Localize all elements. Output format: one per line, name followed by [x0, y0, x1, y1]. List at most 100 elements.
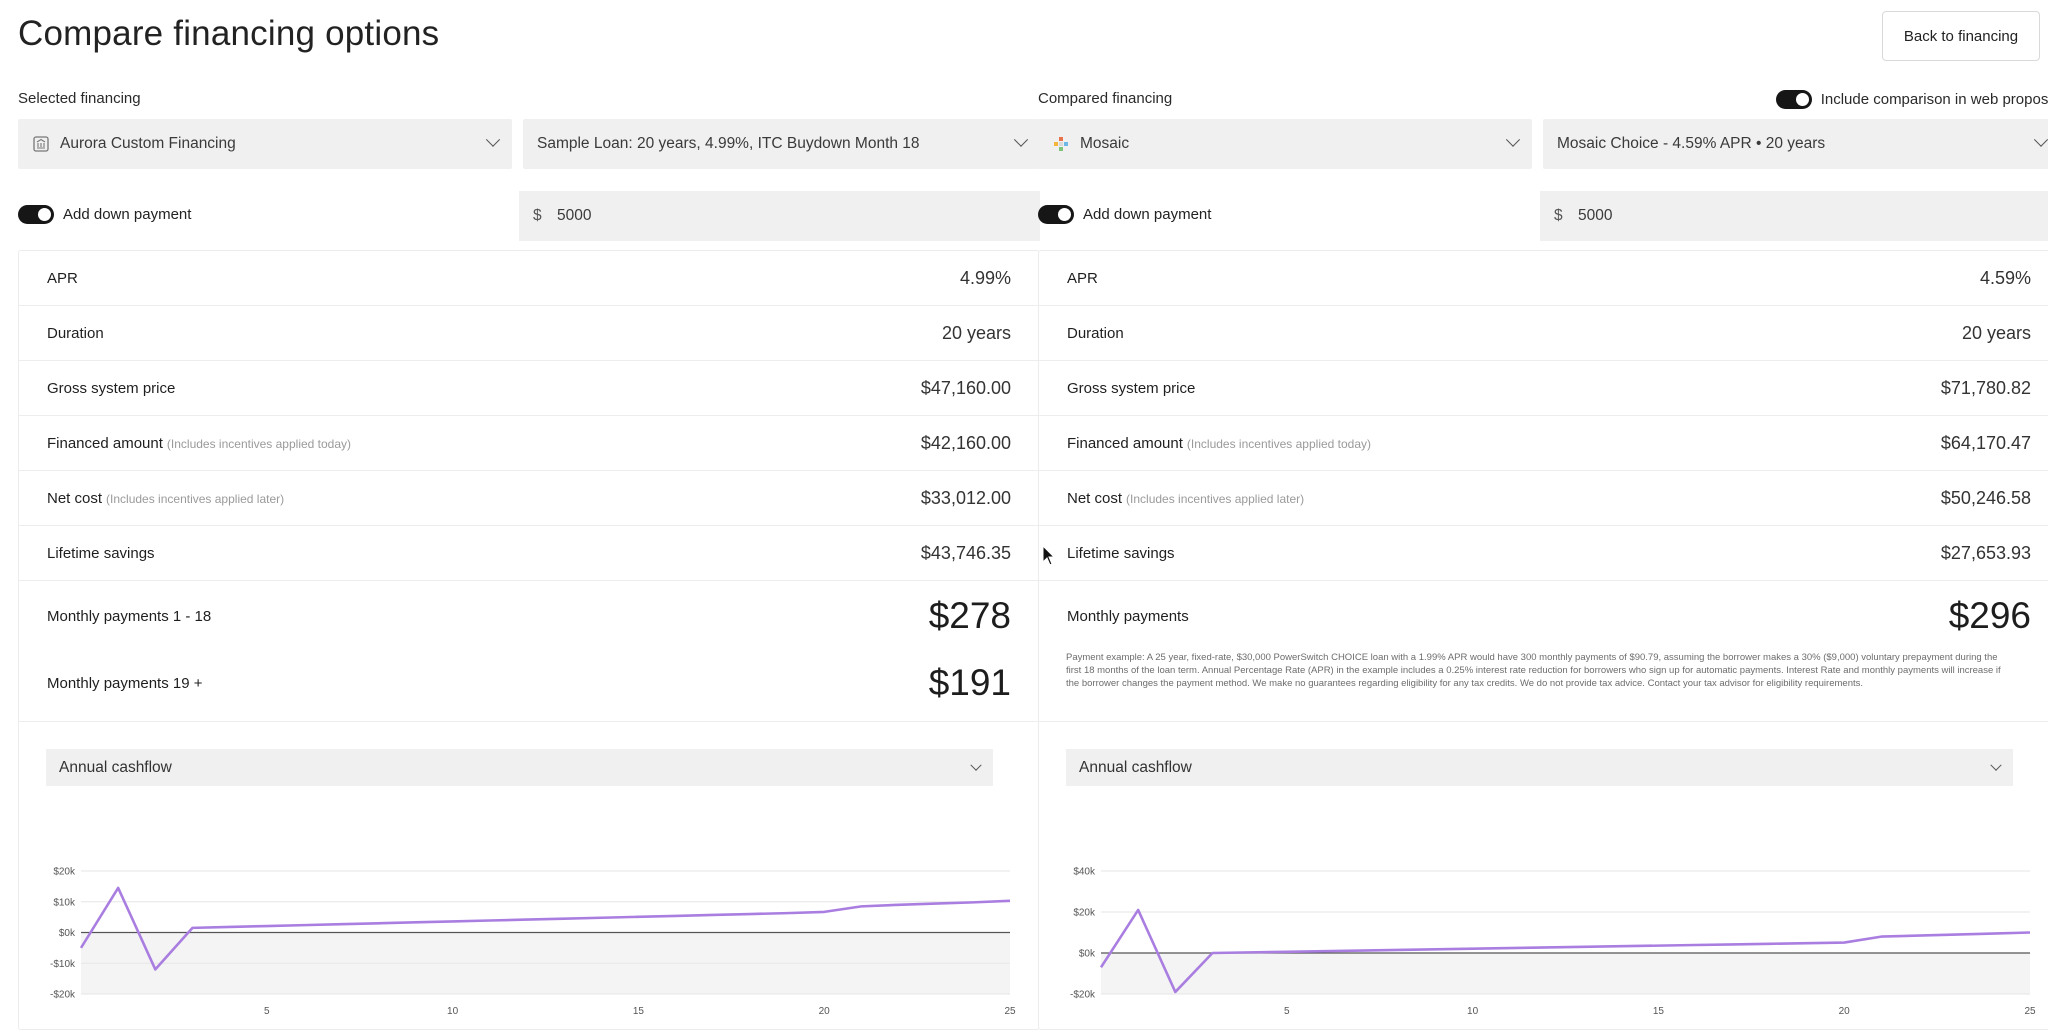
- divider: [19, 721, 1039, 722]
- chevron-down-icon: [485, 132, 501, 147]
- summary-row-gross-price: Gross system price $47,160.00: [19, 361, 1039, 416]
- row-value: $33,012.00: [920, 487, 1011, 508]
- summary-row-duration: Duration 20 years: [19, 306, 1039, 361]
- row-label: Duration: [47, 324, 104, 342]
- include-comparison-label: Include comparison in web proposal: [1820, 91, 2048, 108]
- cashflow-series-line: [1099, 908, 2031, 994]
- loan-select[interactable]: Mosaic Choice - 4.59% APR • 20 years: [1543, 119, 2048, 169]
- summary-row-net-cost: Net cost (Includes incentives applied lat…: [1039, 471, 2048, 526]
- annual-cashflow-select[interactable]: Annual cashflow: [1066, 749, 2013, 786]
- y-tick-label: $0k: [1079, 949, 1096, 960]
- monthly-payment-label: Monthly payments 19 +: [47, 674, 203, 692]
- chevron-down-icon: [1990, 759, 2002, 771]
- x-tick-label: 20: [1839, 1006, 1851, 1017]
- down-payment-label: Add down payment: [1083, 206, 1212, 223]
- y-tick-label: $10k: [53, 897, 76, 908]
- selected-financing-column: Selected financing Aurora Custom Financi…: [18, 0, 1040, 1031]
- monthly-payment-label: Monthly payments 1 - 18: [47, 607, 212, 625]
- y-tick-label: $20k: [53, 867, 76, 878]
- down-payment-value: 5000: [1578, 207, 1613, 224]
- monthly-payment-row: Monthly payments 19 + $191: [19, 658, 1039, 708]
- provider-select-value: Aurora Custom Financing: [60, 135, 236, 152]
- x-tick-label: 5: [264, 1006, 270, 1017]
- x-tick-label: 25: [1004, 1006, 1016, 1017]
- summary-row-gross-price: Gross system price $71,780.82: [1039, 361, 2048, 416]
- row-value: $27,653.93: [1940, 542, 2031, 563]
- provider-select[interactable]: Aurora Custom Financing: [18, 119, 512, 169]
- summary-row-net-cost: Net cost (Includes incentives applied lat…: [19, 471, 1039, 526]
- monthly-payment-label: Monthly payments: [1067, 607, 1189, 625]
- x-tick-label: 15: [633, 1006, 645, 1017]
- include-comparison-toggle[interactable]: [1775, 90, 1812, 109]
- currency-prefix: $: [533, 207, 542, 224]
- row-value: 4.99%: [959, 267, 1011, 288]
- down-payment-label: Add down payment: [63, 206, 192, 223]
- payment-disclaimer: Payment example: A 25 year, fixed-rate, …: [1066, 652, 2001, 689]
- summary-row-apr: APR 4.59%: [1039, 251, 2048, 306]
- financing-summary-card: APR 4.59% Duration 20 years Gross system…: [1038, 250, 2048, 1030]
- x-tick-label: 20: [819, 1006, 831, 1017]
- cashflow-series-line: [79, 886, 1011, 971]
- summary-row-duration: Duration 20 years: [1039, 306, 2048, 361]
- down-payment-toggle[interactable]: [18, 205, 54, 224]
- x-tick-label: 10: [447, 1006, 459, 1017]
- y-tick-label: $0k: [59, 928, 76, 939]
- monthly-payment-value: $278: [928, 595, 1011, 636]
- row-value: $42,160.00: [920, 432, 1011, 453]
- cashflow-select-value: Annual cashflow: [1079, 758, 1192, 776]
- section-label: Compared financing: [1038, 90, 1173, 107]
- provider-select-value: Mosaic: [1080, 135, 1130, 152]
- cashflow-chart-svg: $20k$10k$0k-$10k-$20k510152025Years: [50, 867, 1016, 1018]
- y-tick-label: $40k: [1073, 867, 1096, 878]
- row-value: $43,746.35: [920, 542, 1011, 563]
- row-value: $71,780.82: [1940, 377, 2031, 398]
- annual-cashflow-chart: $40k$20k$0k-$20k510152025Years: [1039, 806, 2048, 1031]
- mouse-cursor-icon: [1042, 545, 1056, 566]
- chevron-down-icon: [1505, 132, 1521, 147]
- row-label: APR: [47, 269, 78, 287]
- row-value: $64,170.47: [1940, 432, 2031, 453]
- row-value: 4.59%: [1979, 267, 2031, 288]
- currency-prefix: $: [1554, 207, 1563, 224]
- row-label: Net cost (Includes incentives applied lat…: [1067, 489, 1305, 507]
- cashflow-select-value: Annual cashflow: [59, 758, 172, 776]
- loan-select-value: Sample Loan: 20 years, 4.99%, ITC Buydow…: [537, 135, 920, 152]
- down-payment-input[interactable]: $ 5000: [519, 191, 1040, 241]
- row-label: Lifetime savings: [47, 544, 155, 562]
- x-tick-label: 10: [1467, 1006, 1479, 1017]
- row-value: 20 years: [941, 322, 1011, 343]
- row-label: Gross system price: [47, 379, 176, 397]
- down-payment-toggle[interactable]: [1038, 205, 1074, 224]
- chevron-down-icon: [1013, 132, 1029, 147]
- loan-select-value: Mosaic Choice - 4.59% APR • 20 years: [1557, 135, 1826, 152]
- cashflow-chart-svg: $40k$20k$0k-$20k510152025Years: [1070, 867, 2036, 1018]
- loan-select[interactable]: Sample Loan: 20 years, 4.99%, ITC Buydow…: [523, 119, 1040, 169]
- back-to-financing-button[interactable]: Back to financing: [1882, 11, 2040, 61]
- y-tick-label: -$10k: [50, 959, 76, 970]
- x-tick-label: 25: [2024, 1006, 2036, 1017]
- row-label: Net cost (Includes incentives applied lat…: [47, 489, 285, 507]
- annual-cashflow-chart: $20k$10k$0k-$10k-$20k510152025Years: [19, 806, 1041, 1031]
- monthly-payment-row: Monthly payments $296: [1039, 591, 2048, 641]
- summary-row-lifetime-savings: Lifetime savings $27,653.93: [1039, 526, 2048, 581]
- row-label: Gross system price: [1067, 379, 1196, 397]
- row-label: Financed amount (Includes incentives appl…: [1067, 434, 1372, 452]
- down-payment-toggle-row: Add down payment: [18, 205, 191, 224]
- down-payment-input[interactable]: $ 5000: [1540, 191, 2048, 241]
- row-label: APR: [1067, 269, 1098, 287]
- annual-cashflow-select[interactable]: Annual cashflow: [46, 749, 993, 786]
- financing-summary-card: APR 4.99% Duration 20 years Gross system…: [18, 250, 1040, 1030]
- monthly-payment-value: $191: [928, 662, 1011, 703]
- down-payment-value: 5000: [557, 207, 592, 224]
- summary-row-financed-amount: Financed amount (Includes incentives appl…: [1039, 416, 2048, 471]
- monthly-payment-value: $296: [1948, 595, 2031, 636]
- mosaic-logo-icon: [1052, 135, 1070, 153]
- row-value: $50,246.58: [1940, 487, 2031, 508]
- row-label: Lifetime savings: [1067, 544, 1175, 562]
- y-tick-label: -$20k: [1070, 990, 1096, 1001]
- provider-select[interactable]: Mosaic: [1038, 119, 1532, 169]
- section-label: Selected financing: [18, 90, 141, 107]
- summary-row-apr: APR 4.99%: [19, 251, 1039, 306]
- chevron-down-icon: [2033, 132, 2048, 147]
- compared-financing-column: Compared financing Include comparison in…: [1038, 0, 2048, 1031]
